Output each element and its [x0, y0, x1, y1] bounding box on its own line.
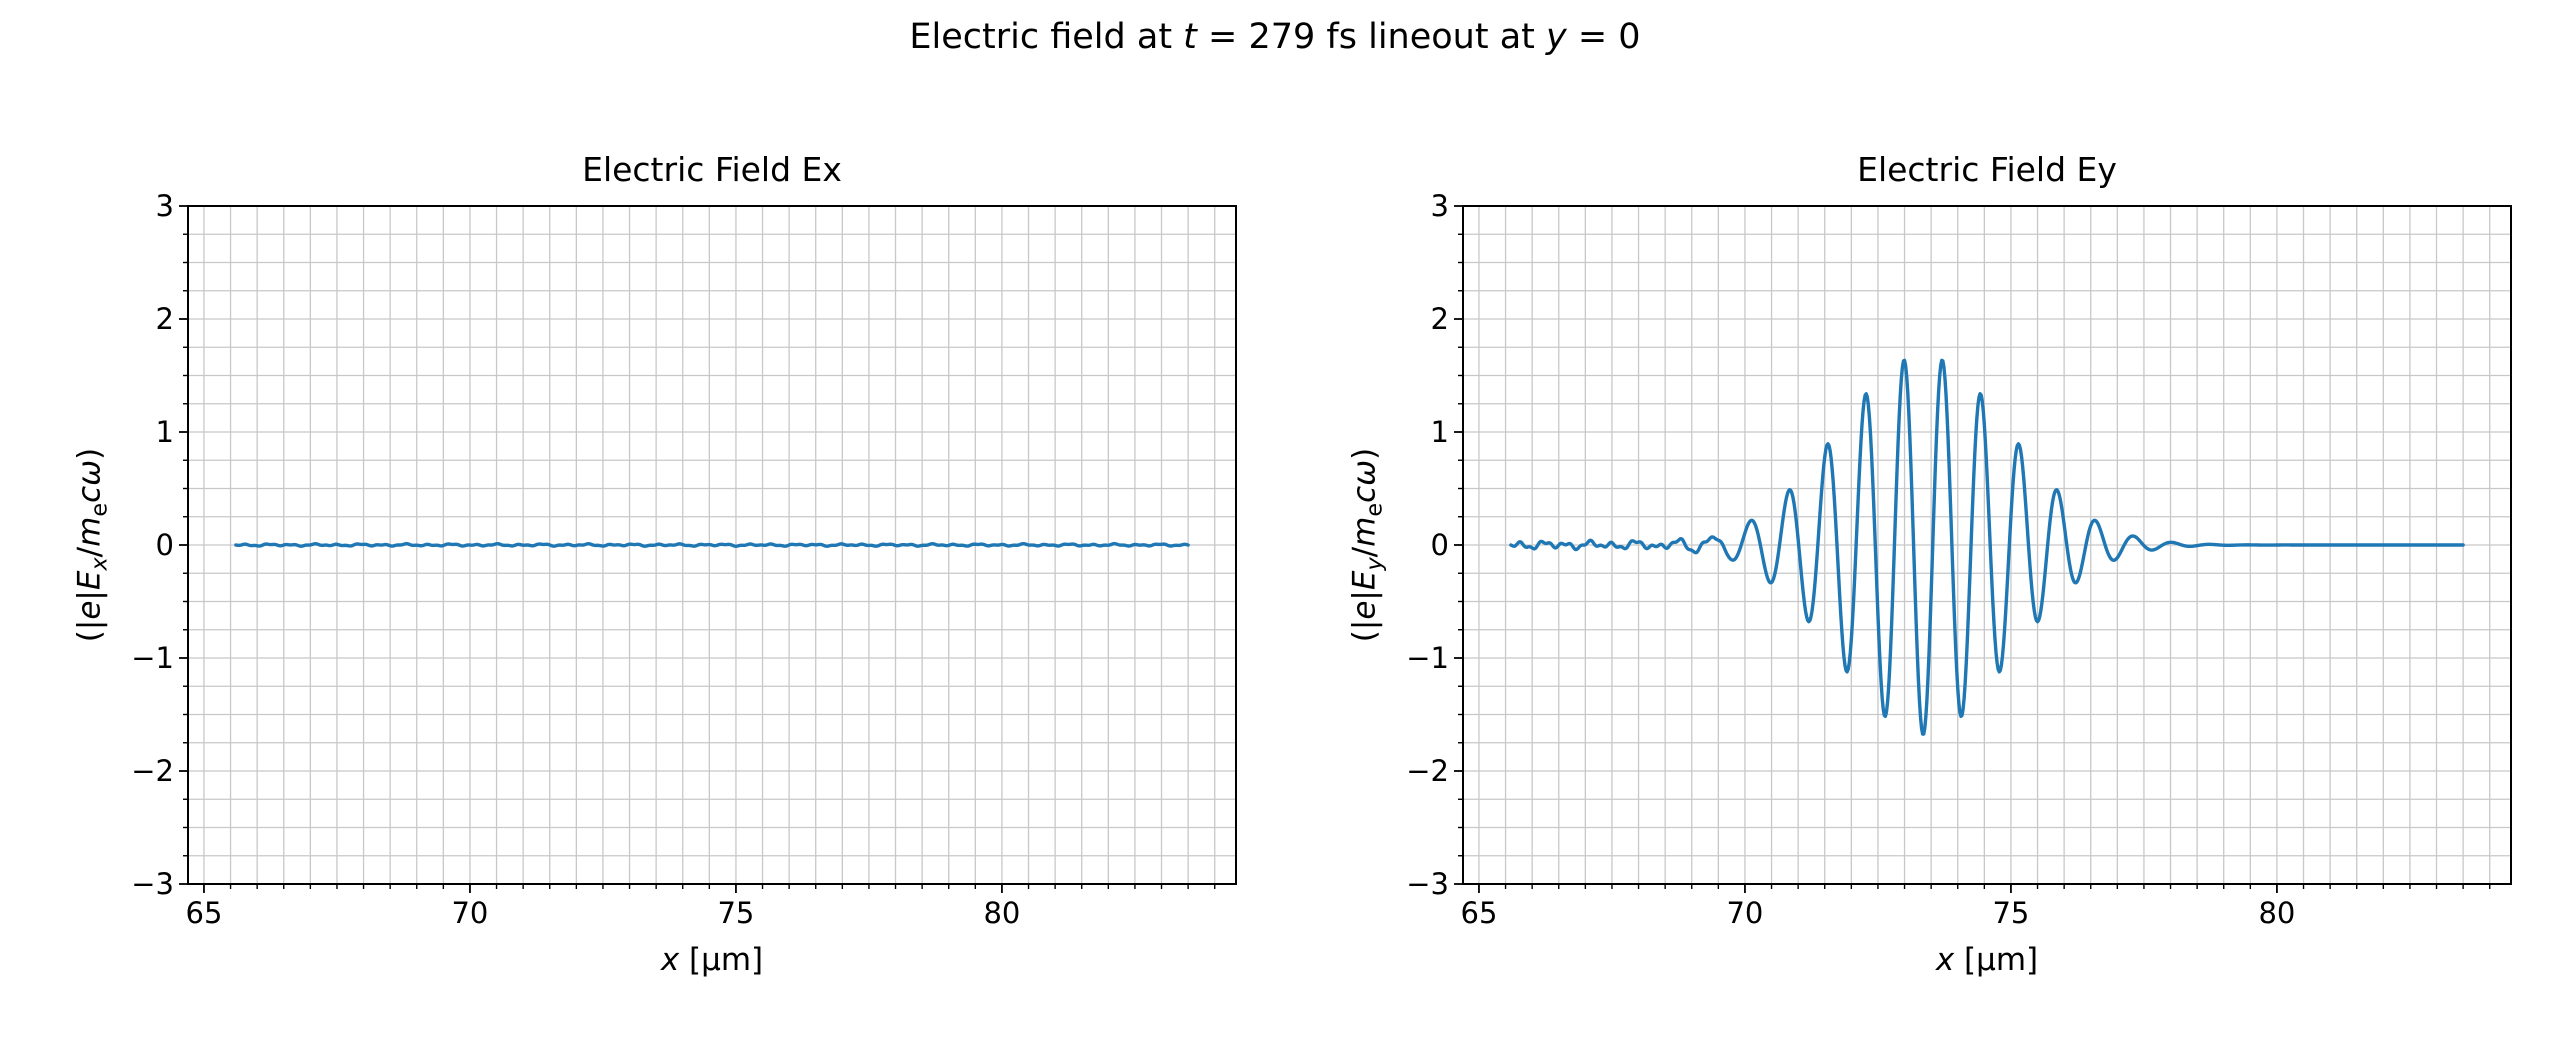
y-tick-label: 0	[155, 528, 174, 562]
figure-title: Electric field at t = 279 fs lineout at …	[909, 17, 1641, 57]
y-tick-label: −2	[131, 754, 174, 788]
x-tick-label: 70	[451, 896, 489, 930]
x-axis-label-ey: x [µm]	[1935, 942, 2039, 978]
y-tick-label: 1	[1430, 415, 1449, 449]
y-tick-label: 0	[1430, 528, 1449, 562]
y-axis-label-ey: (|e|Ey/mecω)	[1346, 447, 1388, 643]
subplot-ey: Electric Field Ey (|e|Ey/mecω) x [µm] 65…	[1275, 0, 2550, 1050]
subplot-ex: Electric Field Ex (|e|Ex/mecω) x [µm] 65…	[71, 150, 1237, 978]
x-axis-label-ex: x [µm]	[660, 942, 764, 978]
y-tick-label: −1	[1406, 641, 1449, 675]
y-tick-label: −1	[131, 641, 174, 675]
y-tick-label: −2	[1406, 754, 1449, 788]
x-tick-label: 65	[1460, 896, 1498, 930]
subplot-title-ey: Electric Field Ey	[1857, 150, 2117, 189]
y-tick-label: 2	[1430, 302, 1449, 336]
x-tick-label: 80	[983, 896, 1021, 930]
y-axis-label-ex: (|e|Ex/mecω)	[71, 447, 113, 643]
axes-ey	[1454, 205, 2512, 893]
x-tick-label: 75	[1992, 896, 2030, 930]
x-tick-label: 70	[1726, 896, 1764, 930]
y-tick-label: −3	[1406, 867, 1449, 901]
y-tick-label: 3	[155, 189, 174, 223]
y-tick-label: 1	[155, 415, 174, 449]
x-tick-label: 75	[717, 896, 755, 930]
y-tick-label: 3	[1430, 189, 1449, 223]
subplot-title-ex: Electric Field Ex	[582, 150, 842, 189]
axes-ex	[179, 205, 1237, 893]
y-tick-label: −3	[131, 867, 174, 901]
x-tick-label: 65	[185, 896, 223, 930]
y-tick-label: 2	[155, 302, 174, 336]
series-line-ex	[234, 541, 1190, 548]
x-tick-label: 80	[2258, 896, 2296, 930]
series-line-ey	[1509, 358, 2465, 736]
